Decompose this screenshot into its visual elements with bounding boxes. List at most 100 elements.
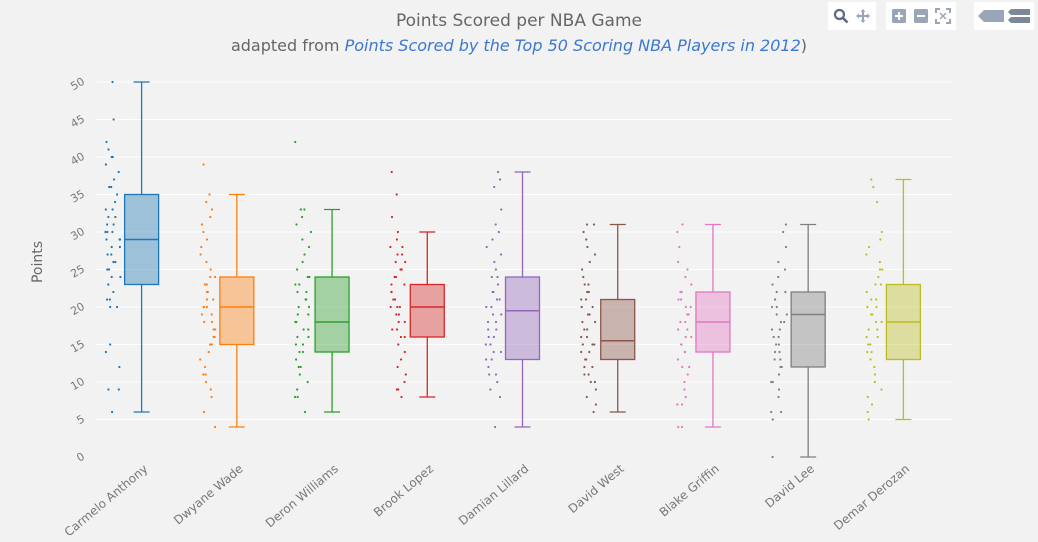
data-point (581, 268, 584, 271)
data-point (199, 358, 202, 361)
data-point (491, 238, 494, 241)
data-point (395, 328, 399, 331)
data-point (878, 268, 882, 271)
data-point (770, 305, 774, 309)
box-trace[interactable] (865, 178, 922, 421)
data-point (104, 163, 107, 166)
data-point (876, 200, 879, 204)
data-point (119, 238, 122, 241)
data-point (484, 343, 487, 346)
data-point (870, 313, 873, 316)
data-point (297, 365, 300, 369)
data-point (494, 425, 497, 429)
data-point (880, 230, 883, 234)
data-point (106, 298, 109, 301)
data-point (205, 290, 208, 294)
y-tick-label: 35 (68, 187, 87, 205)
box-trace[interactable] (484, 170, 541, 429)
data-point (777, 373, 781, 376)
subtitle-link[interactable]: Points Scored by the Top 50 Scoring NBA … (344, 36, 801, 55)
data-point (209, 215, 212, 219)
data-point (783, 320, 786, 324)
box-trace[interactable] (389, 170, 445, 399)
data-point (498, 395, 502, 399)
chart-title: Points Scored per NBA Game (396, 11, 642, 31)
data-point (202, 373, 205, 376)
box-trace[interactable] (580, 223, 636, 414)
chart-subtitle: adapted from Points Scored by the Top 50… (0, 36, 1038, 55)
x-tick-label: Deron Williams (263, 462, 341, 531)
data-point (397, 343, 400, 346)
data-point (580, 350, 583, 354)
data-point (686, 373, 689, 376)
x-tick-label: Brook Lopez (371, 462, 436, 520)
data-point (209, 268, 212, 271)
box-body (504, 276, 541, 361)
data-point (881, 268, 884, 271)
data-point (677, 298, 680, 301)
modebar-group-hover (974, 2, 1034, 30)
hover-closest-icon[interactable] (978, 7, 1004, 25)
data-point (212, 328, 215, 331)
data-point (780, 365, 783, 369)
data-point (111, 208, 114, 211)
data-point (394, 260, 397, 264)
data-point (210, 208, 214, 211)
data-point (114, 200, 117, 204)
zoom-in-icon[interactable] (890, 7, 908, 25)
data-point (681, 365, 684, 369)
data-point (116, 193, 119, 196)
data-point (104, 208, 107, 211)
data-point (873, 380, 876, 384)
data-point (500, 253, 503, 256)
data-point (487, 328, 490, 331)
data-point (301, 260, 304, 264)
data-point (681, 223, 684, 226)
y-tick-label: 0 (74, 450, 87, 465)
subtitle-prefix: adapted from (230, 36, 345, 55)
data-point (111, 80, 114, 84)
grid-lines (95, 81, 952, 420)
data-point (686, 328, 689, 331)
hover-compare-icon[interactable] (1008, 7, 1030, 25)
data-point (397, 313, 400, 316)
data-point (307, 335, 310, 339)
data-point (299, 208, 302, 211)
data-point (865, 290, 868, 294)
data-point (582, 230, 585, 234)
autoscale-icon[interactable] (934, 7, 952, 25)
data-point (677, 260, 680, 264)
data-point (485, 245, 488, 249)
data-point (105, 140, 108, 144)
box-trace[interactable] (104, 80, 160, 414)
data-point (585, 395, 588, 399)
data-point (684, 335, 687, 339)
data-point (491, 290, 494, 294)
data-point (493, 185, 496, 189)
zoom-out-icon[interactable] (912, 7, 930, 25)
data-point (395, 238, 398, 241)
data-point (592, 223, 596, 226)
data-point (303, 410, 307, 414)
data-point (583, 328, 586, 331)
data-point (784, 223, 788, 226)
data-point (875, 298, 878, 301)
data-point (494, 320, 498, 324)
data-point (772, 335, 775, 339)
data-point (394, 275, 398, 279)
pan-icon[interactable] (854, 7, 872, 25)
data-point (296, 335, 299, 339)
box-trace[interactable] (199, 163, 255, 429)
box-trace[interactable] (676, 223, 731, 429)
data-point (392, 298, 395, 301)
data-point (303, 208, 306, 211)
box-trace[interactable] (770, 223, 826, 459)
data-point (496, 283, 500, 286)
data-point (394, 298, 397, 301)
box-trace[interactable] (294, 140, 350, 414)
data-point (110, 275, 113, 279)
data-point (210, 313, 213, 316)
data-point (390, 283, 393, 286)
zoom-icon[interactable] (832, 7, 850, 25)
data-point (500, 208, 503, 211)
